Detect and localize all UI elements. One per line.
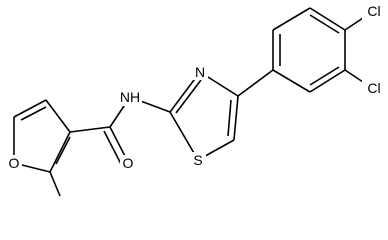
- atom-label: O: [123, 155, 134, 171]
- atom-label: Cl: [367, 3, 380, 19]
- atom-label: N: [195, 64, 205, 80]
- structure: O O NH N S Cl Cl: [6, 3, 384, 197]
- atom-labels: O O NH N S Cl Cl: [6, 3, 384, 172]
- atom-label: NH: [120, 89, 140, 105]
- atom-label: Cl: [367, 80, 380, 96]
- atom-label: S: [193, 152, 202, 168]
- atom-label: O: [9, 155, 20, 171]
